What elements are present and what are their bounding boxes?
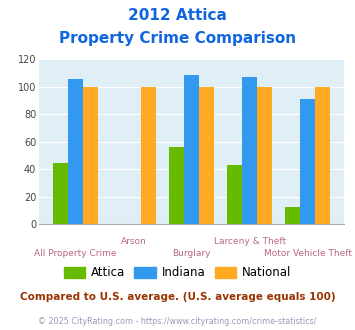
Bar — [53, 162, 68, 224]
Text: © 2025 CityRating.com - https://www.cityrating.com/crime-statistics/: © 2025 CityRating.com - https://www.city… — [38, 317, 317, 326]
Text: 2012 Attica: 2012 Attica — [128, 8, 227, 23]
Bar — [257, 87, 272, 224]
Text: Arson: Arson — [121, 237, 147, 246]
Bar — [285, 207, 300, 224]
Bar — [169, 148, 184, 224]
Bar — [315, 87, 331, 224]
Text: Larceny & Theft: Larceny & Theft — [214, 237, 286, 246]
Text: Burglary: Burglary — [173, 249, 211, 258]
Bar — [141, 87, 156, 224]
Bar — [199, 87, 214, 224]
Bar — [300, 99, 315, 224]
Text: Compared to U.S. average. (U.S. average equals 100): Compared to U.S. average. (U.S. average … — [20, 292, 335, 302]
Text: Property Crime Comparison: Property Crime Comparison — [59, 31, 296, 46]
Text: All Property Crime: All Property Crime — [34, 249, 117, 258]
Legend: Attica, Indiana, National: Attica, Indiana, National — [59, 262, 296, 284]
Bar — [227, 165, 242, 224]
Bar — [242, 77, 257, 224]
Bar — [83, 87, 98, 224]
Bar — [184, 75, 199, 224]
Bar — [68, 79, 83, 224]
Text: Motor Vehicle Theft: Motor Vehicle Theft — [264, 249, 352, 258]
